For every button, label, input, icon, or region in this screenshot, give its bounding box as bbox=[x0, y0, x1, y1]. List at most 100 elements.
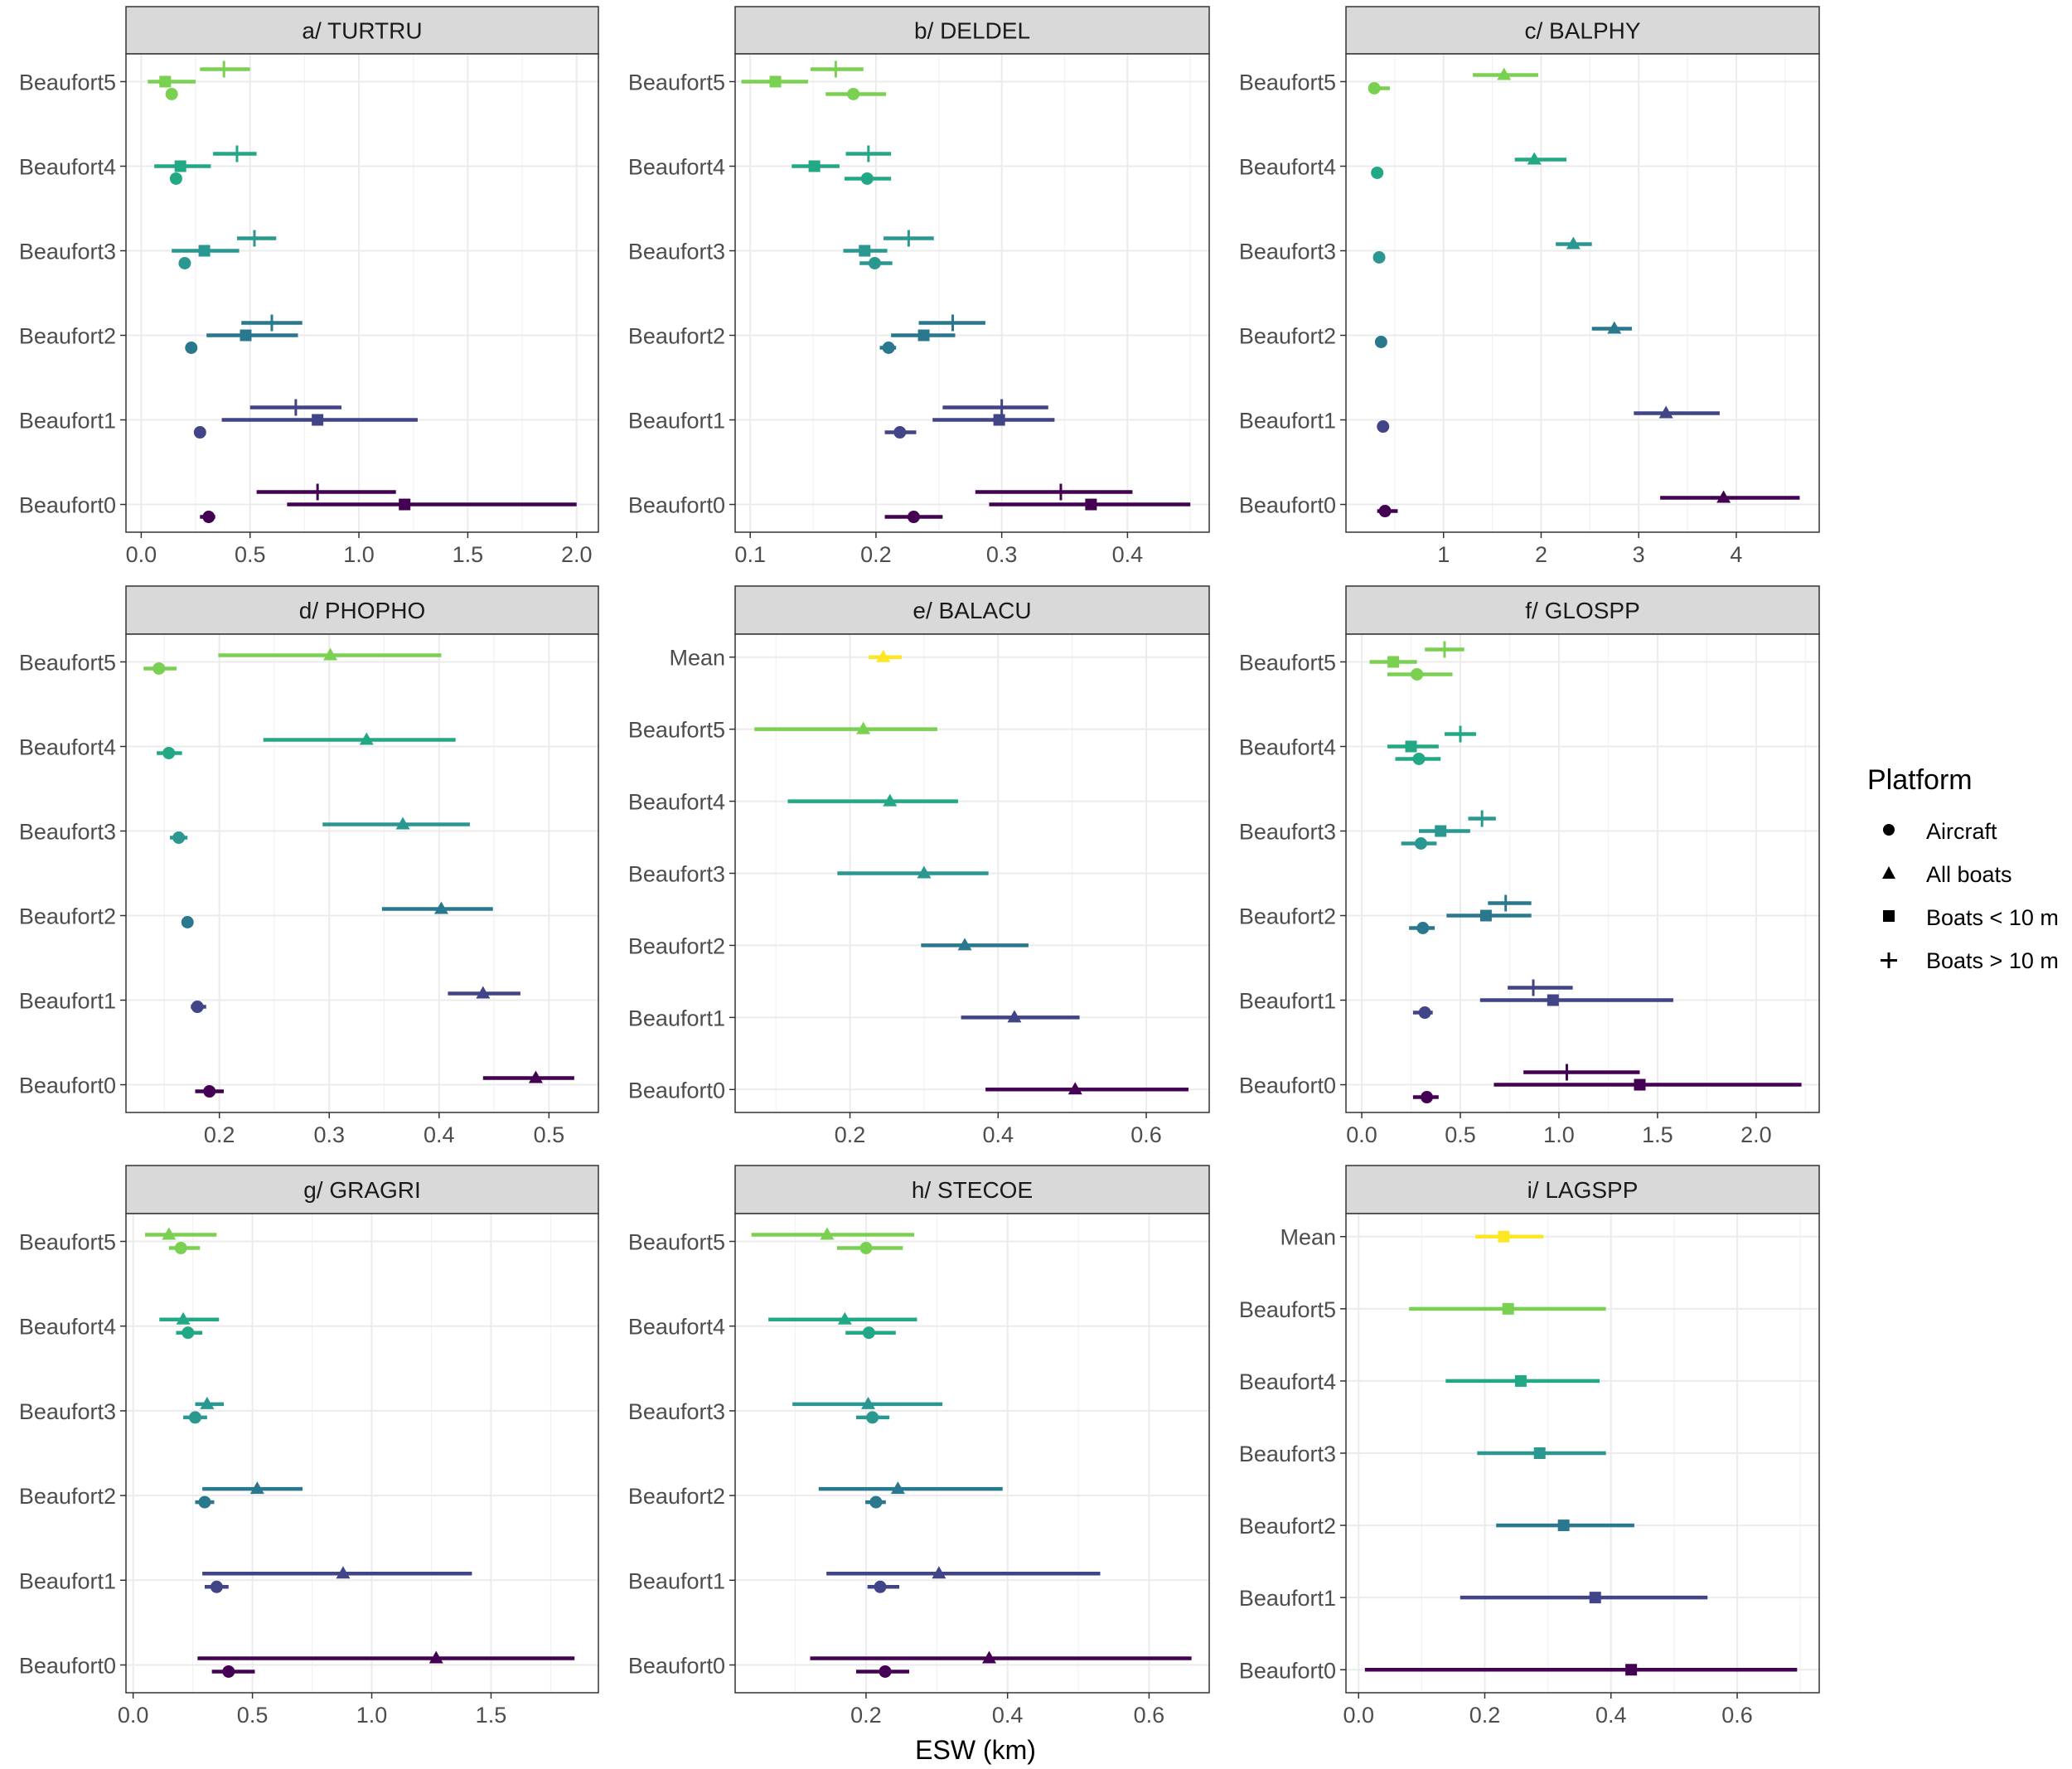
point-beaufort2 bbox=[1374, 336, 1387, 349]
series-boats-10-m bbox=[1364, 1230, 1798, 1676]
panel-strip bbox=[1345, 585, 1820, 635]
point-beaufort1 bbox=[193, 426, 206, 439]
plot-area bbox=[126, 1214, 598, 1693]
x-tick-label: 0.6 bbox=[1134, 1703, 1165, 1728]
point-beaufort1 bbox=[932, 1566, 946, 1579]
y-tick-label: Beaufort5 bbox=[19, 650, 116, 675]
point-beaufort0 bbox=[203, 1085, 216, 1098]
point-beaufort2 bbox=[890, 1481, 905, 1495]
point-beaufort5 bbox=[215, 61, 233, 78]
point-beaufort0 bbox=[202, 511, 215, 524]
y-tick-label: Beaufort2 bbox=[1239, 904, 1336, 929]
panel-strip bbox=[1345, 1165, 1820, 1214]
x-tick-label: 0.4 bbox=[983, 1122, 1014, 1147]
y-tick-label: Beaufort4 bbox=[19, 1315, 116, 1340]
point-beaufort1 bbox=[191, 1001, 204, 1014]
y-tick-label: Beaufort4 bbox=[1239, 734, 1336, 759]
point-beaufort3 bbox=[866, 1411, 879, 1424]
point-beaufort2 bbox=[869, 1495, 883, 1509]
series-boats-10-m bbox=[811, 61, 1133, 501]
point-beaufort0 bbox=[428, 1650, 443, 1664]
point-beaufort3 bbox=[245, 230, 263, 247]
point-beaufort0 bbox=[1558, 1064, 1576, 1081]
series-aircraft bbox=[836, 1242, 910, 1678]
y-tick-label: Beaufort5 bbox=[19, 1230, 116, 1255]
point-beaufort5 bbox=[162, 1227, 177, 1240]
y-tick-label: Beaufort1 bbox=[19, 409, 116, 434]
series-aircraft bbox=[1387, 667, 1453, 1104]
x-tick-label: 3 bbox=[1633, 542, 1645, 567]
point-beaufort3 bbox=[200, 1396, 215, 1409]
point-beaufort0 bbox=[1067, 1082, 1082, 1095]
point-beaufort4 bbox=[176, 1311, 191, 1325]
panel-strip bbox=[125, 585, 599, 635]
point-beaufort5 bbox=[1502, 1302, 1514, 1315]
x-tick-label: 0.0 bbox=[118, 1703, 149, 1728]
point-beaufort1 bbox=[893, 426, 907, 439]
y-tick-label: Beaufort2 bbox=[628, 1484, 725, 1509]
y-tick-label: Beaufort5 bbox=[628, 70, 725, 95]
point-beaufort2 bbox=[1607, 321, 1622, 334]
point-beaufort4 bbox=[1405, 740, 1417, 753]
x-tick-label: 0.0 bbox=[1346, 1122, 1377, 1147]
point-beaufort0 bbox=[1378, 505, 1392, 518]
point-beaufort4 bbox=[169, 172, 182, 185]
point-beaufort5 bbox=[323, 647, 338, 661]
y-tick-label: Beaufort3 bbox=[19, 239, 116, 264]
square-icon bbox=[1883, 910, 1895, 922]
x-tick-label: 0.2 bbox=[1469, 1703, 1501, 1728]
point-beaufort4 bbox=[162, 746, 176, 759]
panel-title: f/ GLOSPP bbox=[1525, 598, 1640, 623]
point-beaufort4 bbox=[228, 145, 245, 162]
series-all-boats bbox=[751, 1227, 1192, 1664]
panel-title: d/ PHOPHO bbox=[299, 598, 425, 623]
plus-icon bbox=[1881, 952, 1897, 968]
point-beaufort2 bbox=[917, 329, 930, 342]
point-beaufort4 bbox=[837, 1311, 852, 1325]
x-tick-label: 0.2 bbox=[204, 1122, 235, 1147]
point-beaufort3 bbox=[395, 817, 410, 830]
point-beaufort2 bbox=[185, 342, 198, 355]
point-beaufort0 bbox=[1421, 1091, 1434, 1104]
point-beaufort5 bbox=[1435, 641, 1453, 658]
point-beaufort3 bbox=[917, 865, 932, 879]
point-beaufort1 bbox=[336, 1566, 351, 1579]
y-tick-label: Beaufort0 bbox=[19, 1074, 116, 1098]
point-beaufort1 bbox=[476, 986, 491, 999]
legend-label-all-boats: All boats bbox=[1926, 862, 2012, 887]
panel-border bbox=[125, 53, 599, 533]
y-tick-label: Beaufort2 bbox=[628, 933, 725, 958]
point-beaufort5 bbox=[827, 61, 845, 78]
y-tick-label: Beaufort1 bbox=[628, 409, 725, 434]
y-tick-label: Beaufort0 bbox=[19, 493, 116, 518]
panel-strip bbox=[1345, 6, 1820, 55]
point-beaufort2 bbox=[263, 314, 280, 332]
plot-area bbox=[1346, 634, 1819, 1112]
panel-d-phopho: d/ PHOPHO Beaufort5 Beaufort4 Beaufort3 Beau… bbox=[19, 585, 599, 1147]
point-beaufort3 bbox=[178, 256, 191, 269]
point-beaufort0 bbox=[222, 1665, 235, 1678]
legend-item-boats-small: Boats < 10 m bbox=[1883, 905, 2059, 930]
point-beaufort3 bbox=[900, 230, 917, 247]
y-tick-label: Mean bbox=[1280, 1225, 1336, 1250]
point-beaufort0 bbox=[981, 1650, 996, 1664]
x-tick-label: 0.0 bbox=[1343, 1703, 1374, 1728]
panel-h-stecoe: h/ STECOE Beaufort5 Beaufort4 Beaufort3 Beau… bbox=[628, 1165, 1210, 1728]
x-tick-label: 0.4 bbox=[1595, 1703, 1627, 1728]
panel-e-balacu: e/ BALACU Mean Beaufort5 Beaufort4 Beaufort3… bbox=[628, 585, 1210, 1147]
y-tick-label: Beaufort0 bbox=[1239, 1074, 1336, 1098]
point-beaufort1 bbox=[1377, 420, 1390, 434]
plot-area bbox=[735, 1214, 1209, 1693]
legend-label-aircraft: Aircraft bbox=[1926, 819, 1997, 844]
point-beaufort5 bbox=[856, 721, 871, 734]
point-beaufort4 bbox=[1514, 1374, 1527, 1387]
x-tick-label: 0.0 bbox=[126, 542, 157, 567]
x-tick-label: 0.5 bbox=[237, 1703, 269, 1728]
point-beaufort5 bbox=[159, 75, 172, 88]
y-tick-label: Beaufort3 bbox=[19, 819, 116, 844]
legend-label-boats-small: Boats < 10 m bbox=[1926, 905, 2059, 930]
point-mean bbox=[876, 649, 891, 662]
y-tick-label: Beaufort4 bbox=[19, 734, 116, 759]
panel-strip bbox=[734, 585, 1210, 635]
point-beaufort5 bbox=[1368, 81, 1381, 95]
